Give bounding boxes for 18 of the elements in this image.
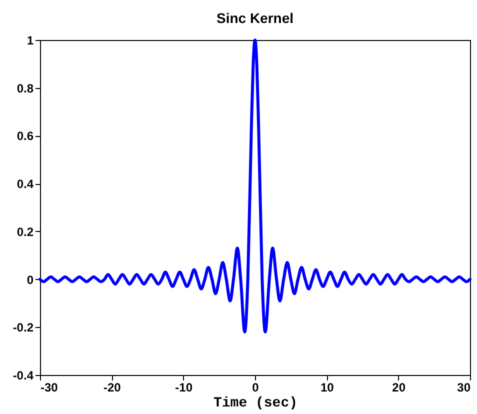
x-tick-label: 20 [392,380,406,394]
y-tick-label: 0.4 [16,177,34,192]
y-tick-label: -0.2 [12,320,34,335]
y-tick-label: 1 [26,34,34,48]
chart-title: Sinc Kernel [216,10,294,26]
x-tick-label: 30 [457,380,471,394]
x-tick-label: 10 [320,380,334,394]
y-tick-label: 0.6 [16,129,34,144]
x-tick-label: 0 [252,380,260,394]
y-tick-label: 0.2 [16,224,34,239]
y-tick-label: 0.8 [16,81,34,96]
x-tick-label: -30 [40,380,58,394]
y-tick-label: 0 [26,272,34,287]
y-tick-label: -0.4 [12,368,34,382]
x-tick-label: -10 [175,380,193,394]
x-axis-title: Time (sec) [213,396,298,412]
x-tick-label: -20 [103,380,122,394]
line-series [38,38,472,334]
